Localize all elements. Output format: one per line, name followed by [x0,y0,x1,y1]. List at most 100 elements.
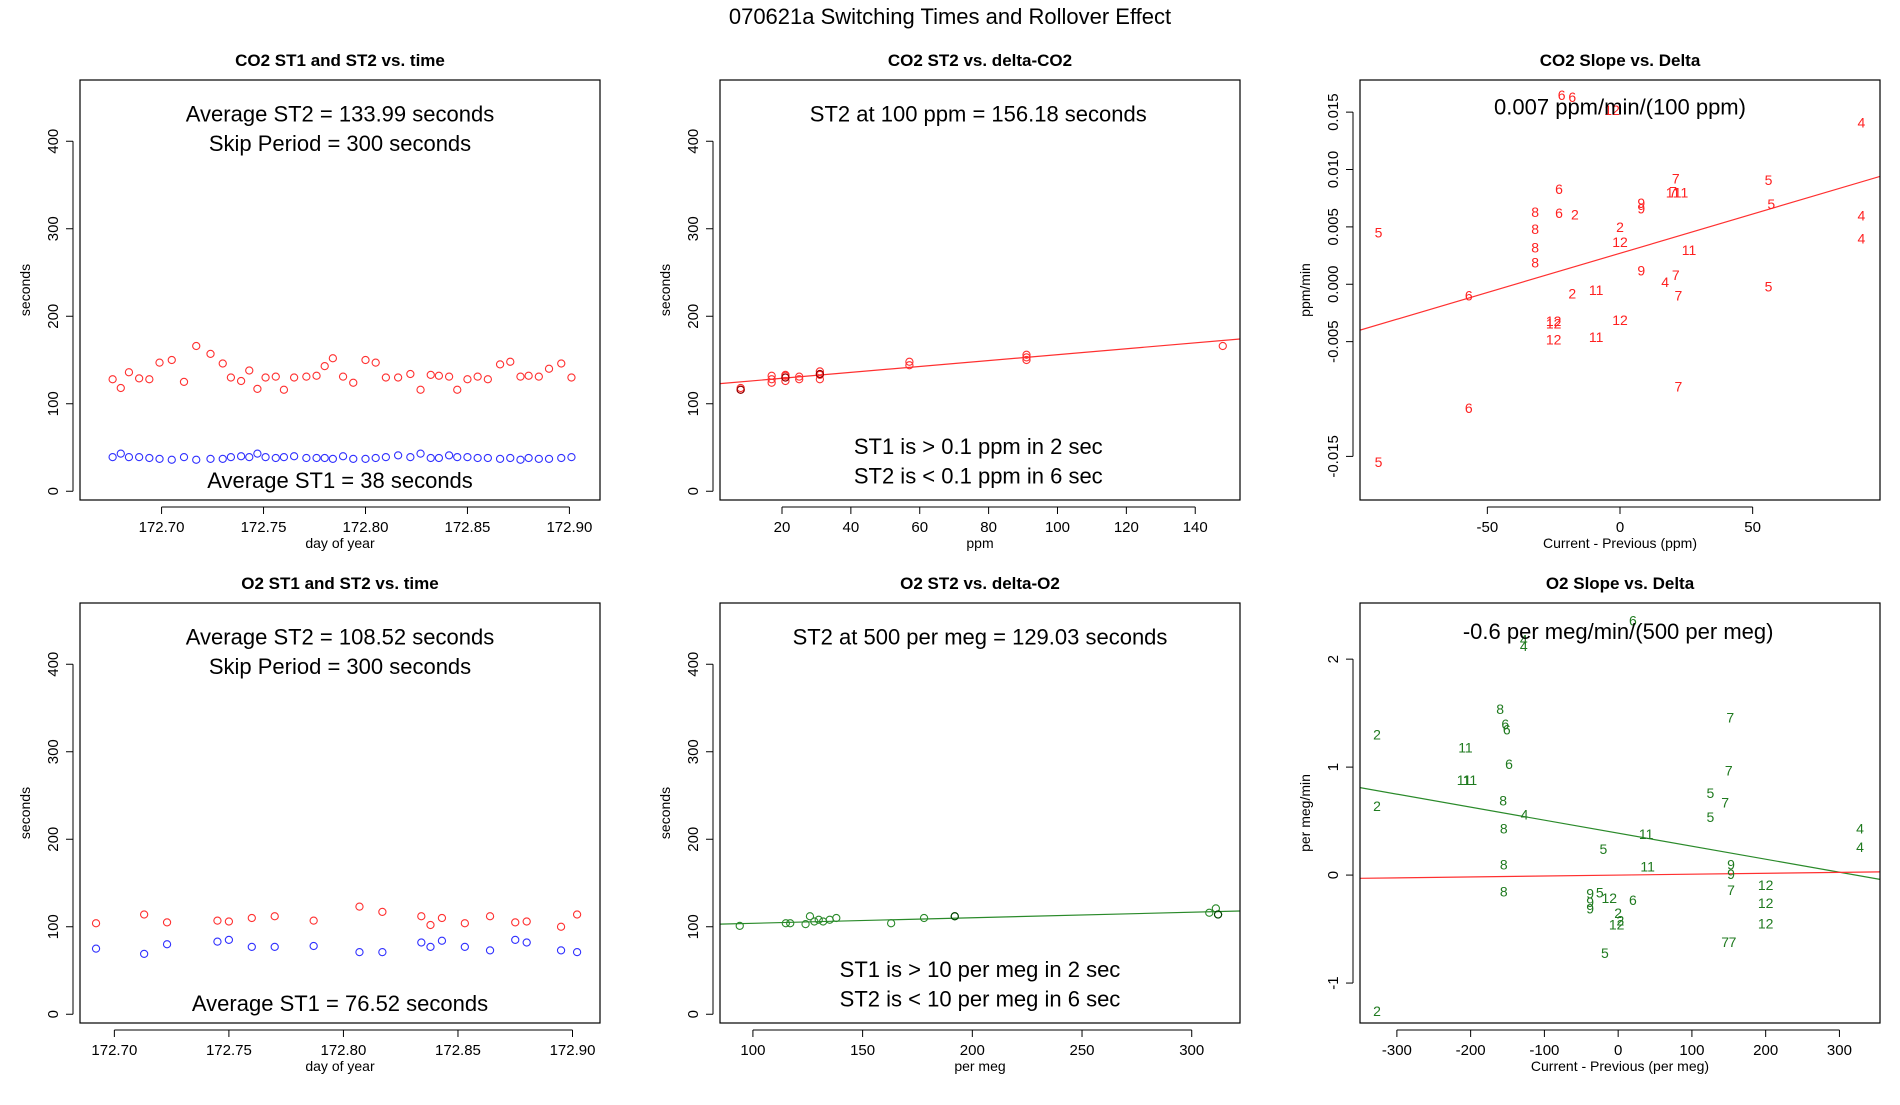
data-point [557,359,566,368]
x-tick-label: 40 [843,519,860,536]
data-point [444,372,454,381]
data-point [279,385,289,394]
y-tick-label: 200 [45,304,62,329]
data-point [495,360,505,369]
data-point [767,375,776,384]
data-point [253,449,262,458]
chart-title: O2 ST2 vs. delta-O2 [900,574,1060,593]
data-point-label: 6 [1555,181,1563,197]
data-point [810,917,819,926]
data-point [247,913,256,923]
chart-title: CO2 Slope vs. Delta [1540,51,1701,70]
data-point [279,452,289,462]
data-point [289,452,299,461]
chart-annotation: 0.007 ppm/min/(100 ppm) [1494,94,1746,119]
data-point-label: 4 [1858,230,1866,246]
data-point [453,385,462,394]
y-tick-label: 300 [45,216,62,241]
data-point [302,372,311,381]
data-point [444,451,454,460]
data-point [206,454,215,464]
data-point [460,919,469,928]
x-tick-label: 172.75 [206,1042,252,1059]
data-point [735,921,744,931]
data-point [506,357,515,366]
data-point-label: 7 [1727,882,1735,898]
data-point-label: 12 [1612,234,1628,250]
chart-annotation: Average ST1 = 76.52 seconds [192,991,488,1016]
data-point [567,452,576,462]
data-point [381,452,391,462]
x-axis-label: ppm [966,535,993,551]
x-tick-label: 172.80 [320,1042,366,1059]
chart-title: O2 ST1 and ST2 vs. time [241,574,438,593]
chart-panel-5: O2 ST2 vs. delta-O2 100 150 200 250 300 per me… [657,574,1241,1074]
data-point [162,918,172,927]
data-point-label: 2 [1373,1003,1381,1019]
y-axis-label: seconds [17,787,33,839]
data-point-label: 5 [1706,785,1714,801]
data-point [139,910,149,919]
data-point [815,375,825,384]
y-tick-label: 1 [1325,763,1342,771]
data-point-label: 9 [1727,856,1735,872]
data-point-label: 12 [1604,102,1620,118]
data-point-label: 2 [1616,219,1624,235]
data-point [355,902,364,911]
data-point [905,361,914,370]
data-point-label: 6 [1505,756,1513,772]
data-point [495,454,505,464]
fit-line [1360,175,1880,331]
data-point-label: 8 [1531,204,1539,220]
data-point [434,371,444,380]
data-point [371,358,380,367]
data-point-label: 8 [1531,254,1539,270]
data-point-label: 2 [1568,285,1576,301]
plot-frame [1359,79,1881,501]
data-point [556,946,566,955]
y-tick-label: 300 [685,739,702,764]
y-tick-label: 0 [45,1010,62,1018]
x-tick-label: -300 [1382,1042,1412,1059]
data-point [247,942,256,952]
data-point [312,371,321,380]
data-point [905,357,914,366]
data-point [179,377,189,387]
data-point-label: 12 [1602,890,1618,906]
data-point-label: 6 [1501,716,1509,732]
data-point [473,453,482,463]
data-point [815,369,825,379]
data-point-label: 2 [1614,905,1622,921]
data-point [270,942,279,952]
x-tick-label: 140 [1183,519,1208,536]
data-point [567,373,576,382]
x-tick-label: 20 [774,519,791,536]
data-point [522,917,531,926]
y-tick-label: -0.005 [1325,320,1342,363]
data-point-label: 6 [1558,87,1566,103]
data-point [134,374,144,383]
data-point-label: 7 [1726,709,1734,725]
data-point [224,917,234,926]
data-point [145,453,154,463]
data-point [134,452,144,462]
data-point-label: 8 [1499,793,1507,809]
data-point-label: 2 [1373,798,1381,814]
data-point-label: 9 [1727,866,1735,882]
plot-frame [79,79,601,501]
data-point [213,937,222,946]
data-point [511,918,520,927]
data-point [236,452,246,461]
x-tick-label: 50 [1744,519,1761,536]
data-point-label: 4 [1520,632,1528,648]
data-point [534,454,543,464]
data-point [406,452,415,462]
figure-title: 070621a Switching Times and Rollover Eff… [729,4,1171,29]
data-point-label: 5 [1600,841,1608,857]
data-point [483,375,492,384]
data-point [736,385,745,394]
data-point [406,369,415,379]
x-tick-label: 100 [1679,1042,1704,1059]
data-point [781,919,790,928]
data-point-label: 11 [1682,242,1697,258]
